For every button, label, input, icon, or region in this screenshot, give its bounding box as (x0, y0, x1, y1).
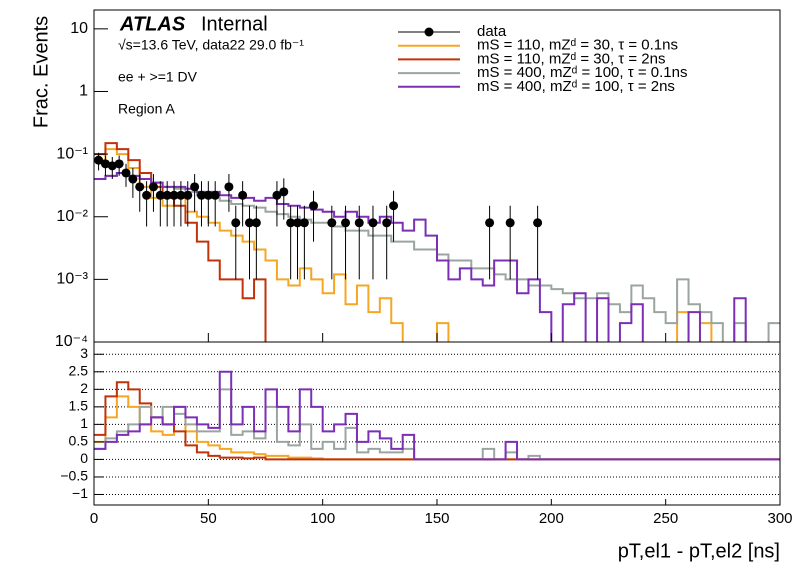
status: Internal (201, 13, 268, 35)
annotation: ee + >=1 DV (118, 69, 198, 85)
data-point (272, 190, 282, 200)
data-point (368, 218, 378, 228)
data-point (94, 155, 104, 165)
y-axis-label: Frac. Events (30, 16, 52, 128)
y-tick-label: 10 (70, 20, 88, 37)
y-tick-label: 10⁻¹ (56, 145, 88, 162)
data-point (341, 218, 351, 228)
lumi: √s=13.6 TeV, data22 29.0 fb⁻¹ (118, 37, 304, 53)
data-point (231, 218, 241, 228)
legend-label: data (477, 23, 507, 40)
y-tick-label: 10⁻⁴ (55, 333, 88, 350)
data-point (244, 218, 254, 228)
y-tick-label: 2.5 (69, 362, 89, 378)
data-point (293, 218, 303, 228)
data-point (286, 218, 296, 228)
x-tick-label: 200 (539, 510, 564, 527)
y-tick-label: 1.5 (69, 398, 89, 414)
data-point (183, 190, 193, 200)
legend-swatch (424, 27, 434, 37)
data-point (155, 190, 165, 200)
y-tick-label: 0 (80, 450, 88, 466)
y-tick-label: 1 (80, 415, 88, 431)
x-tick-label: 0 (90, 510, 98, 527)
data-point (176, 190, 186, 200)
data-point (485, 218, 495, 228)
y-tick-label: 3 (80, 345, 88, 361)
data-point (505, 218, 515, 228)
data-point (162, 190, 172, 200)
data-point (533, 218, 543, 228)
data-point (121, 168, 131, 178)
data-point (100, 159, 110, 169)
legend-label: mS = 110, mZᵈ = 30, τ = 0.1ns (477, 37, 678, 54)
y-tick-label: −0.5 (60, 468, 88, 484)
data-point (128, 174, 138, 184)
data-point (251, 218, 261, 228)
legend-label: mS = 400, mZᵈ = 100, τ = 0.1ns (477, 64, 687, 81)
data-point (382, 218, 392, 228)
y-tick-label: 10⁻³ (56, 271, 88, 288)
y-tick-label: 10⁻² (56, 208, 88, 225)
experiment: ATLAS (119, 13, 186, 35)
data-point (135, 182, 145, 192)
ratio-frame (93, 341, 781, 506)
x-axis-label: pT,el1 - pT,el2 [ns] (618, 540, 780, 562)
data-point (107, 161, 117, 171)
legend-label: mS = 400, mZᵈ = 100, τ = 2ns (477, 78, 675, 95)
x-tick-label: 100 (310, 510, 335, 527)
data-point (238, 190, 248, 200)
data-point (224, 182, 234, 192)
data-point (196, 190, 206, 200)
data-point (114, 159, 124, 169)
legend-label: mS = 110, mZᵈ = 30, τ = 2ns (477, 50, 665, 67)
x-tick-label: 150 (424, 510, 449, 527)
ratio-histogram (94, 370, 780, 461)
data-point (210, 190, 220, 200)
annotation: Region A (118, 101, 175, 117)
x-tick-label: 250 (653, 510, 678, 527)
data-point (389, 201, 399, 211)
ratio-pad (94, 353, 780, 495)
main-pad (94, 142, 780, 342)
y-tick-label: 1 (79, 83, 88, 100)
y-tick-label: −1 (72, 485, 88, 501)
axes: 0 50 100 150 200 250 30010⁻⁴10⁻³10⁻²10⁻¹110−1−… (55, 20, 793, 527)
data-point (142, 190, 152, 200)
y-tick-label: 2 (80, 380, 88, 396)
data-point (169, 190, 179, 200)
data-point (190, 182, 200, 192)
data-point (148, 182, 158, 192)
data-point (309, 201, 319, 211)
data-point (203, 190, 213, 200)
x-tick-label: 50 (200, 510, 217, 527)
data-point (327, 218, 337, 228)
y-tick-label: 0.5 (69, 433, 89, 449)
data-point (299, 218, 309, 228)
x-tick-label: 300 (767, 510, 792, 527)
data-point (279, 187, 289, 197)
data-point (354, 218, 364, 228)
